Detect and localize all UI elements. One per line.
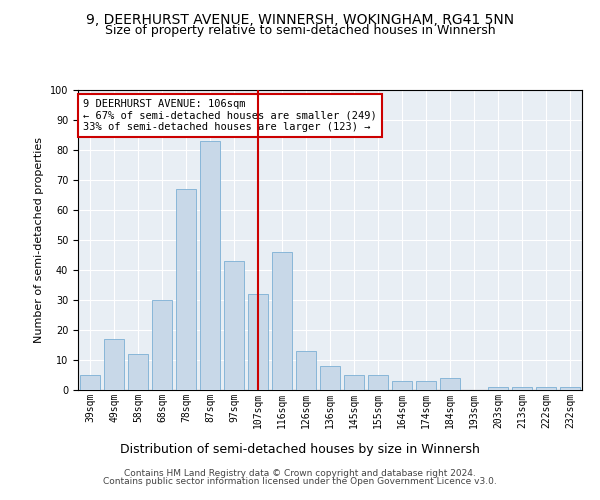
- Bar: [560, 387, 580, 390]
- Bar: [392, 381, 412, 390]
- Bar: [416, 381, 436, 390]
- Y-axis label: Number of semi-detached properties: Number of semi-detached properties: [34, 137, 44, 343]
- Bar: [512, 387, 532, 390]
- Text: 9 DEERHURST AVENUE: 106sqm
← 67% of semi-detached houses are smaller (249)
33% o: 9 DEERHURST AVENUE: 106sqm ← 67% of semi…: [83, 99, 377, 132]
- Text: Size of property relative to semi-detached houses in Winnersh: Size of property relative to semi-detach…: [104, 24, 496, 37]
- Bar: [536, 387, 556, 390]
- Bar: [200, 141, 220, 390]
- Bar: [296, 351, 316, 390]
- Bar: [80, 375, 100, 390]
- Bar: [128, 354, 148, 390]
- Text: Contains HM Land Registry data © Crown copyright and database right 2024.: Contains HM Land Registry data © Crown c…: [124, 468, 476, 477]
- Bar: [248, 294, 268, 390]
- Bar: [344, 375, 364, 390]
- Text: Contains public sector information licensed under the Open Government Licence v3: Contains public sector information licen…: [103, 477, 497, 486]
- Bar: [176, 189, 196, 390]
- Bar: [488, 387, 508, 390]
- Bar: [320, 366, 340, 390]
- Bar: [272, 252, 292, 390]
- Bar: [152, 300, 172, 390]
- Text: 9, DEERHURST AVENUE, WINNERSH, WOKINGHAM, RG41 5NN: 9, DEERHURST AVENUE, WINNERSH, WOKINGHAM…: [86, 12, 514, 26]
- Bar: [224, 261, 244, 390]
- Bar: [440, 378, 460, 390]
- Bar: [368, 375, 388, 390]
- Text: Distribution of semi-detached houses by size in Winnersh: Distribution of semi-detached houses by …: [120, 442, 480, 456]
- Bar: [104, 339, 124, 390]
